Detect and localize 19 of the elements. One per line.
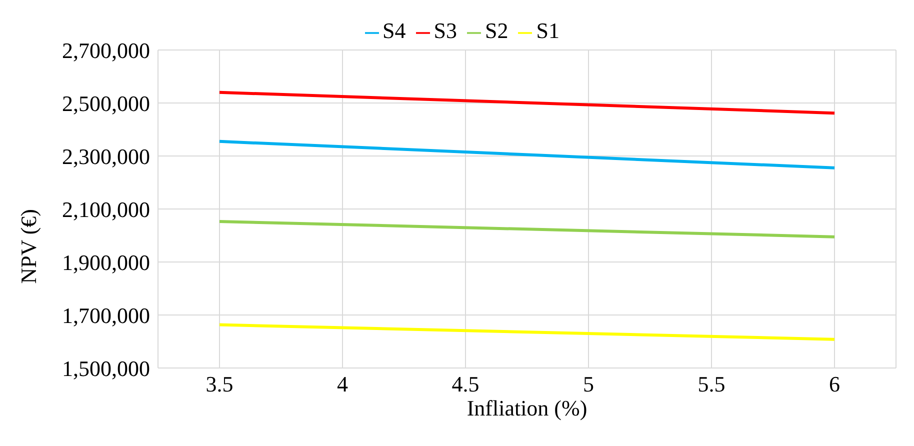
x-tick-label: 5 — [583, 372, 594, 397]
y-tick-label: 1,900,000 — [62, 250, 150, 275]
x-tick-label: 6 — [829, 372, 840, 397]
legend-label: S2 — [485, 18, 508, 43]
y-tick-label: 2,100,000 — [62, 196, 150, 222]
x-tick-label: 5.5 — [698, 372, 726, 397]
y-axis-title: NPV (€) — [16, 209, 41, 284]
y-tick-label: 1,500,000 — [62, 356, 150, 381]
legend-label: S3 — [434, 18, 457, 43]
y-tick-label: 2,700,000 — [62, 38, 150, 63]
legend-label: S4 — [382, 18, 406, 43]
y-tick-label: 2,300,000 — [62, 144, 150, 169]
x-tick-label: 4 — [337, 372, 348, 397]
x-tick-label: 3.5 — [206, 372, 234, 397]
legend-label: S1 — [536, 18, 560, 43]
x-tick-label: 4.5 — [452, 372, 480, 397]
x-axis-title: Infliation (%) — [466, 396, 588, 421]
y-tick-label: 2,500,000 — [62, 90, 150, 116]
y-tick-label: 1,700,000 — [62, 302, 150, 328]
